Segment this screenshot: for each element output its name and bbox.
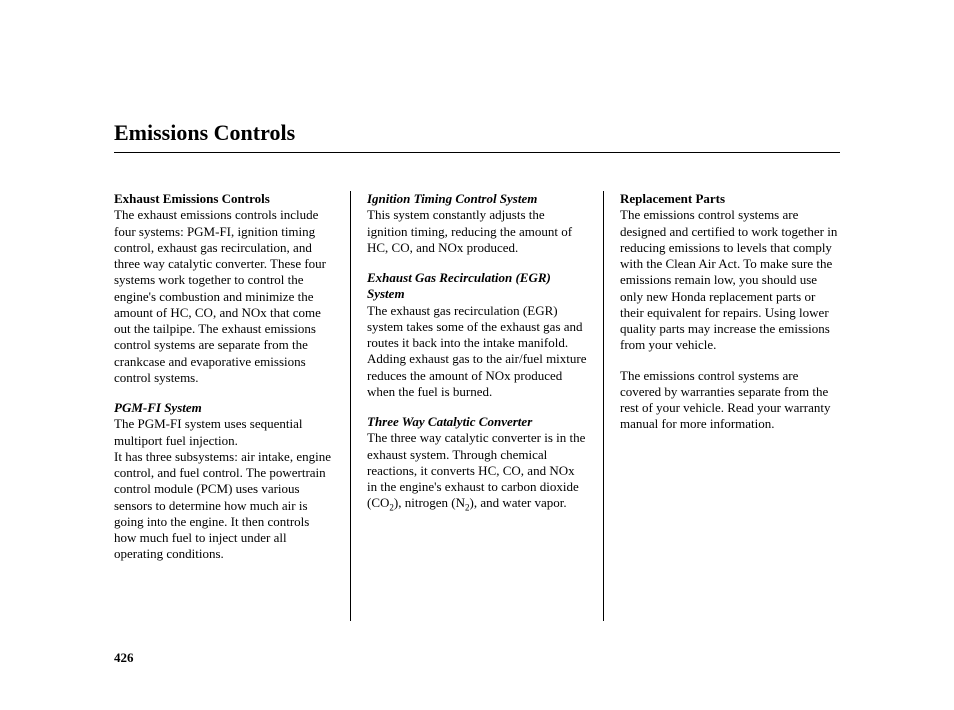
- page-number: 426: [114, 650, 134, 666]
- section-replacement-parts: Replacement Parts The emissions control …: [620, 191, 840, 354]
- section-warranty-note: The emissions control systems are covere…: [620, 368, 840, 433]
- section-exhaust-emissions: Exhaust Emissions Controls The exhaust e…: [114, 191, 334, 386]
- column-container: Exhaust Emissions Controls The exhaust e…: [114, 191, 840, 621]
- heading-replacement-parts: Replacement Parts: [620, 191, 725, 206]
- text-frag: ), nitrogen (N: [394, 495, 465, 510]
- column-divider: [350, 191, 351, 621]
- heading-ignition-timing: Ignition Timing Control System: [367, 191, 537, 206]
- column-3: Replacement Parts The emissions control …: [608, 191, 840, 621]
- body-text: It has three subsystems: air intake, eng…: [114, 449, 331, 562]
- body-text: This system constantly adjusts the ignit…: [367, 207, 572, 255]
- section-twc: Three Way Catalytic Converter The three …: [367, 414, 587, 514]
- heading-twc: Three Way Catalytic Converter: [367, 414, 532, 429]
- heading-exhaust-emissions: Exhaust Emissions Controls: [114, 191, 270, 206]
- column-1: Exhaust Emissions Controls The exhaust e…: [114, 191, 346, 621]
- section-ignition-timing: Ignition Timing Control System This syst…: [367, 191, 587, 256]
- section-pgmfi: PGM-FI System The PGM-FI system uses seq…: [114, 400, 334, 563]
- heading-pgmfi: PGM-FI System: [114, 400, 202, 415]
- body-text: The PGM-FI system uses sequential multip…: [114, 416, 302, 447]
- section-egr: Exhaust Gas Recirculation (EGR) System T…: [367, 270, 587, 400]
- page-title: Emissions Controls: [114, 120, 840, 153]
- body-text: The exhaust emissions controls include f…: [114, 207, 326, 385]
- body-text: The emissions control systems are covere…: [620, 368, 830, 432]
- column-divider: [603, 191, 604, 621]
- text-frag: ), and water vapor.: [470, 495, 567, 510]
- body-text: The three way catalytic converter is in …: [367, 430, 585, 510]
- manual-page: Emissions Controls Exhaust Emissions Con…: [0, 0, 954, 710]
- column-2: Ignition Timing Control System This syst…: [355, 191, 599, 621]
- body-text: The exhaust gas recirculation (EGR) syst…: [367, 303, 587, 399]
- body-text: The emissions control systems are design…: [620, 207, 837, 352]
- heading-egr: Exhaust Gas Recirculation (EGR) System: [367, 270, 551, 301]
